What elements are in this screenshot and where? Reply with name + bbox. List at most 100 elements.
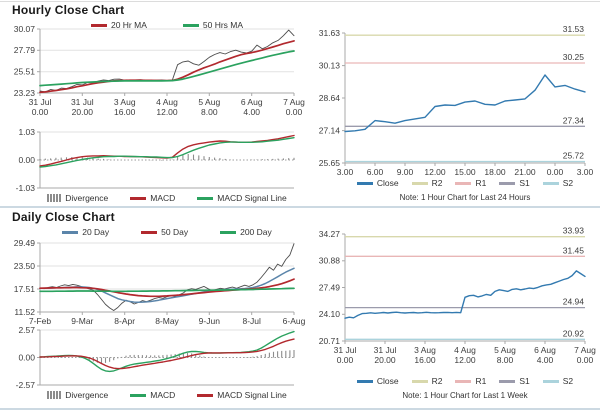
svg-text:6 Aug: 6 Aug <box>534 345 556 355</box>
line-swatch-icon <box>220 230 237 234</box>
svg-text:6-Aug: 6-Aug <box>283 316 306 326</box>
svg-text:25.51: 25.51 <box>14 67 36 77</box>
svg-text:7 Aug: 7 Aug <box>283 97 305 107</box>
middle-divider <box>0 206 600 208</box>
legend-label: MACD Signal Line <box>217 193 287 203</box>
svg-text:30.88: 30.88 <box>319 256 341 266</box>
svg-text:20.00: 20.00 <box>72 107 94 117</box>
svg-text:29.49: 29.49 <box>14 238 36 248</box>
legend-label: 50 Day <box>161 227 189 237</box>
svg-text:7 Aug: 7 Aug <box>574 345 596 355</box>
svg-text:25.65: 25.65 <box>319 158 341 168</box>
svg-text:4 Aug: 4 Aug <box>156 97 178 107</box>
legend-item-s1: S1 <box>499 376 530 386</box>
svg-text:4.00: 4.00 <box>243 107 260 117</box>
line-swatch-icon <box>542 379 559 383</box>
svg-text:31.53: 31.53 <box>563 24 585 34</box>
line-swatch-icon <box>90 23 107 27</box>
bar-swatch-icon <box>47 391 62 399</box>
legend-label: Close <box>376 376 399 386</box>
legend-label: S2 <box>562 178 574 188</box>
line-swatch-icon <box>455 379 472 383</box>
line-swatch-icon <box>130 393 147 397</box>
svg-text:33.93: 33.93 <box>563 226 585 236</box>
legend-item-50-day: 50 Day <box>141 227 188 237</box>
svg-text:27.34: 27.34 <box>563 115 585 125</box>
legend-item-macd: MACD <box>130 390 175 400</box>
legend-label: Divergence <box>65 193 109 203</box>
legend-item-macd-signal-line: MACD Signal Line <box>197 390 287 400</box>
legend-item-r2: R2 <box>411 376 442 386</box>
daily-macd-legend: Divergence MACD MACD Signal Line <box>40 390 294 400</box>
legend-label: S1 <box>519 178 530 188</box>
legend-label: MACD <box>150 193 176 203</box>
svg-text:8-May: 8-May <box>155 316 179 326</box>
svg-text:5 Aug: 5 Aug <box>198 97 220 107</box>
svg-text:23.23: 23.23 <box>14 88 36 98</box>
svg-text:1.03: 1.03 <box>18 127 35 137</box>
svg-text:24.94: 24.94 <box>563 297 585 307</box>
legend-item-r1: R1 <box>455 178 486 188</box>
svg-text:18.00: 18.00 <box>484 167 506 177</box>
svg-text:8.00: 8.00 <box>497 355 514 365</box>
svg-text:20.00: 20.00 <box>374 355 396 365</box>
svg-text:30.07: 30.07 <box>14 24 36 34</box>
legend-label: Close <box>376 178 399 188</box>
legend-label: R1 <box>475 376 487 386</box>
svg-text:11.52: 11.52 <box>14 307 35 317</box>
svg-text:21.00: 21.00 <box>514 167 536 177</box>
svg-text:30.25: 30.25 <box>563 52 585 62</box>
weekly-sr-note: Note: 1 Hour Chart for Last 1 Week <box>402 391 528 400</box>
legend-item-r1: R1 <box>455 376 486 386</box>
legend-item-close: Close <box>356 178 399 188</box>
line-swatch-icon <box>411 181 428 185</box>
svg-text:34.27: 34.27 <box>319 229 341 239</box>
svg-text:0.00: 0.00 <box>18 352 35 362</box>
svg-text:3.00: 3.00 <box>577 167 594 177</box>
svg-text:31.63: 31.63 <box>319 28 341 38</box>
line-swatch-icon <box>499 181 516 185</box>
svg-text:31 Jul: 31 Jul <box>374 345 397 355</box>
svg-text:0.00: 0.00 <box>547 167 564 177</box>
svg-text:31 Jul: 31 Jul <box>29 97 52 107</box>
svg-text:17.51: 17.51 <box>14 284 36 294</box>
legend-label: 200 Day <box>240 227 272 237</box>
hourly-sr-note: Note: 1 Hour Chart for Last 24 Hours <box>399 193 531 202</box>
svg-text:8.00: 8.00 <box>201 107 218 117</box>
svg-text:27.49: 27.49 <box>319 282 341 292</box>
legend-label: S1 <box>519 376 530 386</box>
daily-macd-chart: 2.57 0.00 -2.57 <box>16 325 295 390</box>
legend-item-macd-signal-line: MACD Signal Line <box>197 193 287 203</box>
legend-label: S2 <box>562 376 574 386</box>
svg-text:6.00: 6.00 <box>367 167 384 177</box>
svg-text:8-Apr: 8-Apr <box>114 316 135 326</box>
svg-text:12.00: 12.00 <box>454 355 476 365</box>
line-swatch-icon <box>197 196 214 200</box>
svg-text:4 Aug: 4 Aug <box>454 345 476 355</box>
legend-label: MACD Signal Line <box>217 390 287 400</box>
hourly-chart-title: Hourly Close Chart <box>12 3 125 17</box>
svg-text:0.00: 0.00 <box>18 155 35 165</box>
svg-text:12.00: 12.00 <box>156 107 178 117</box>
legend-item-s2: S2 <box>542 178 574 188</box>
legend-item-50-hrs-ma: 50 Hrs MA <box>182 20 243 30</box>
legend-item-divergence: Divergence <box>47 390 108 400</box>
svg-text:25.72: 25.72 <box>563 151 585 161</box>
svg-text:2.57: 2.57 <box>18 325 35 335</box>
svg-text:31 Jul: 31 Jul <box>71 97 94 107</box>
legend-item-s1: S1 <box>499 178 530 188</box>
svg-text:3.00: 3.00 <box>337 167 354 177</box>
svg-text:20.71: 20.71 <box>319 336 341 346</box>
legend-item-20-hr-ma: 20 Hr MA <box>90 20 147 30</box>
legend-item-20-day: 20 Day <box>62 227 109 237</box>
hourly-macd-legend: Divergence MACD MACD Signal Line <box>40 193 294 203</box>
svg-text:4.00: 4.00 <box>537 355 554 365</box>
legend-item-close: Close <box>356 376 399 386</box>
legend-label: 20 Day <box>82 227 110 237</box>
svg-text:31.45: 31.45 <box>563 245 585 255</box>
svg-text:27.79: 27.79 <box>14 45 36 55</box>
